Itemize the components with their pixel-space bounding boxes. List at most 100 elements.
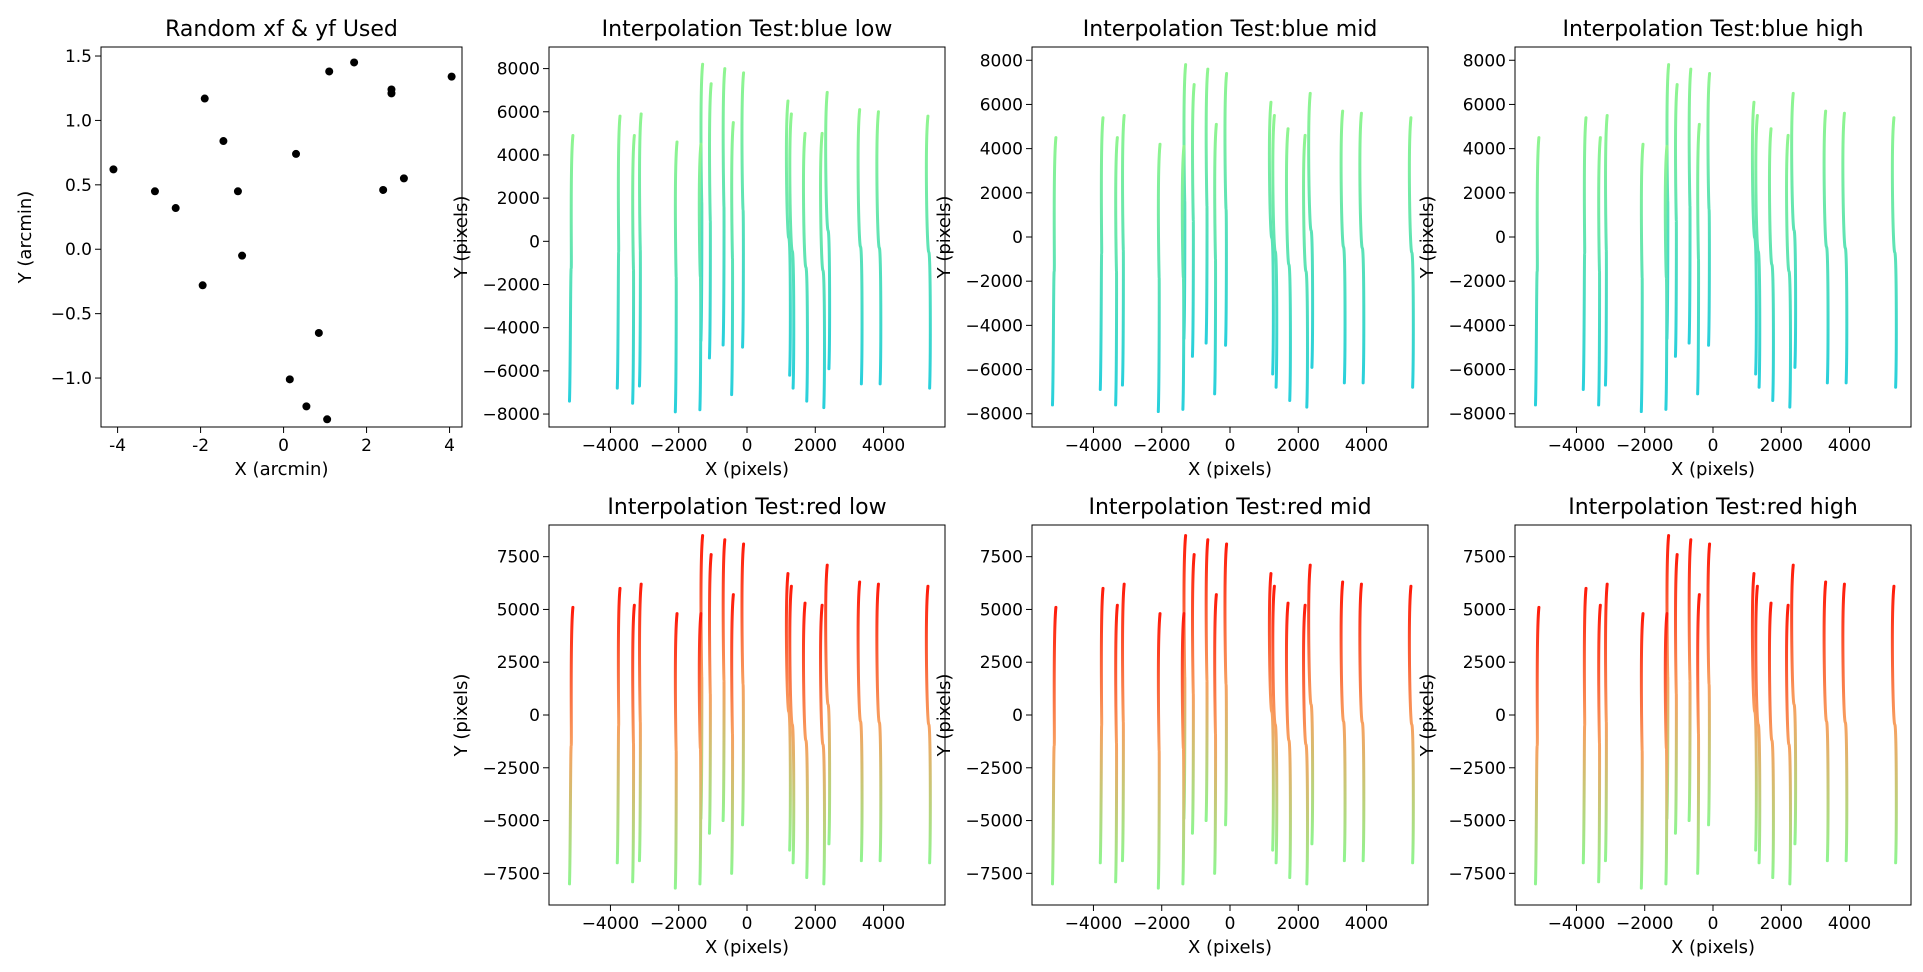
y-tick-label: 0 [1495, 228, 1506, 248]
x-tick-label: −2000 [650, 436, 708, 456]
scatter-point [379, 185, 388, 194]
y-tick-label: −8000 [965, 405, 1023, 425]
trace-line [1706, 542, 1712, 827]
y-tick-label: −7500 [482, 864, 540, 884]
y-tick-label: −2000 [482, 276, 540, 296]
x-tick-label: −2000 [1616, 914, 1674, 934]
y-tick-label: 7500 [1463, 548, 1506, 568]
trace-line [1696, 593, 1701, 875]
trace-line [730, 121, 735, 397]
y-tick-label: −6000 [482, 362, 540, 382]
scatter-point [350, 58, 359, 67]
trace-line [1754, 113, 1762, 389]
y-tick-label: 8000 [980, 51, 1023, 71]
trace-line [1822, 109, 1830, 385]
y-axis-label: Y (pixels) [451, 196, 472, 280]
x-tick-label: 2000 [1277, 914, 1320, 934]
trace-line [673, 612, 679, 890]
scatter-point [109, 165, 118, 174]
trace-line [1533, 605, 1541, 886]
axes-frame [1514, 524, 1912, 906]
scatter-point [323, 415, 332, 424]
trace-line [1180, 612, 1186, 886]
y-tick-label: 0 [1012, 706, 1023, 726]
x-tick-label: 0 [1708, 914, 1719, 934]
x-tick-label: −4000 [1065, 436, 1123, 456]
x-axis-label: X (pixels) [1671, 937, 1755, 958]
y-tick-label: 7500 [497, 548, 540, 568]
y-tick-label: 7500 [980, 548, 1023, 568]
scatter-point [447, 72, 456, 81]
trace-line [1673, 553, 1679, 835]
trace-line [637, 582, 643, 863]
trace-line [1120, 582, 1126, 863]
trace-line [802, 131, 809, 403]
trace-line [1114, 136, 1119, 407]
trace-line [819, 603, 826, 886]
y-tick-label: 6000 [497, 103, 540, 123]
y-tick-label: −5000 [482, 812, 540, 832]
axes-frame [1031, 524, 1429, 906]
y-tick-label: 8000 [497, 60, 540, 80]
trace-line [1639, 142, 1645, 414]
trace-line [784, 99, 792, 377]
trace-line [1120, 113, 1126, 387]
trace-line [1339, 580, 1347, 863]
trace-line [1687, 67, 1693, 345]
scatter-point [399, 174, 408, 183]
trace-line [721, 67, 727, 347]
y-tick-label: 0 [529, 706, 540, 726]
trace-line [1358, 582, 1366, 863]
y-tick-label: 1.5 [65, 47, 92, 67]
trace-line [1768, 127, 1775, 402]
trace-line [1285, 127, 1292, 402]
trace-line [697, 612, 703, 886]
trace-line [1223, 72, 1229, 347]
x-tick-label: 4000 [1828, 914, 1871, 934]
y-tick-label: 5000 [1463, 600, 1506, 620]
y-tick-label: 0 [529, 232, 540, 252]
panel-title: Interpolation Test:blue high [1562, 17, 1863, 42]
trace-line [1114, 603, 1119, 884]
x-tick-label: −4000 [582, 914, 640, 934]
y-tick-label: 6000 [980, 95, 1023, 115]
trace-line [784, 572, 792, 852]
y-tick-label: 5000 [980, 600, 1023, 620]
y-tick-label: −0.5 [51, 305, 92, 325]
trace-line [721, 538, 727, 823]
trace-line [1750, 572, 1758, 852]
y-tick-label: 0 [1495, 706, 1506, 726]
axes-frame [100, 46, 463, 428]
scatter-point [325, 67, 334, 76]
x-tick-label: −2000 [1616, 436, 1674, 456]
trace-line [615, 114, 622, 390]
trace-line [1603, 582, 1609, 863]
y-tick-label: −5000 [1448, 812, 1506, 832]
axes-frame [548, 524, 946, 906]
x-tick-label: 0 [1708, 436, 1719, 456]
axes-frame [1514, 46, 1912, 428]
y-tick-label: −2500 [482, 759, 540, 779]
y-tick-label: −2500 [1448, 759, 1506, 779]
trace-line [1407, 116, 1415, 389]
panel-title: Interpolation Test:blue low [602, 17, 893, 42]
y-tick-label: −2000 [1448, 272, 1506, 292]
trace-line [875, 582, 883, 863]
scatter-point [285, 375, 294, 384]
trace-line [1307, 91, 1315, 369]
y-axis-label: Y (pixels) [1417, 196, 1438, 280]
y-tick-label: −8000 [1448, 405, 1506, 425]
trace-line [824, 90, 832, 371]
trace-line [856, 108, 864, 386]
x-axis-label: X (pixels) [705, 459, 789, 480]
y-tick-label: −1.0 [51, 369, 92, 389]
axes-frame [548, 46, 946, 428]
trace-line [1754, 584, 1762, 865]
y-tick-label: 1.0 [65, 111, 92, 131]
trace-line [875, 110, 883, 386]
x-tick-label: 4000 [1345, 914, 1388, 934]
y-axis-label: Y (pixels) [934, 196, 955, 280]
y-tick-label: 2000 [497, 189, 540, 209]
trace-line [1687, 538, 1693, 823]
y-tick-label: −8000 [482, 405, 540, 425]
